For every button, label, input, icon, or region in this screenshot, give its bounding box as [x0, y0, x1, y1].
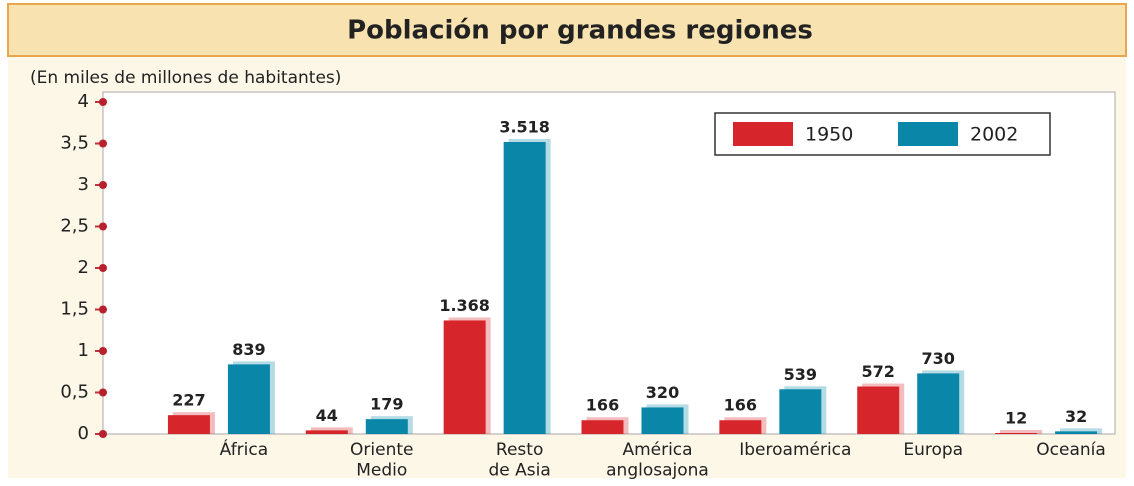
- y-tick-label: 1,5: [60, 299, 89, 320]
- value-label: 166: [586, 396, 619, 415]
- value-label: 32: [1065, 407, 1087, 426]
- bar: [305, 430, 348, 434]
- x-tick-label: Oceanía: [1036, 440, 1106, 460]
- x-tick-label: Oriente Medio: [350, 440, 413, 480]
- tick-dot: [99, 264, 107, 272]
- legend-label: 1950: [805, 124, 853, 146]
- x-tick-label: Resto de Asia: [489, 440, 551, 480]
- bar: [581, 420, 624, 434]
- bar: [365, 419, 408, 434]
- bar: [503, 142, 546, 435]
- tick-dot: [99, 305, 107, 314]
- tick-dot: [99, 347, 107, 355]
- bar: [641, 407, 684, 434]
- value-label: 1.368: [439, 296, 490, 315]
- x-tick-label: Iberoamérica: [739, 440, 851, 460]
- value-label: 179: [370, 395, 403, 414]
- value-label: 166: [724, 396, 757, 415]
- x-tick-label: África: [220, 438, 269, 460]
- bar: [857, 386, 900, 434]
- legend-label: 2002: [970, 124, 1018, 146]
- bar-shadow: [1000, 430, 1043, 434]
- y-tick-label: 2: [78, 257, 89, 278]
- value-label: 539: [784, 365, 817, 384]
- bar: [227, 364, 270, 434]
- tick-dot: [99, 388, 107, 397]
- tick-dot: [99, 139, 107, 148]
- chart-title: Población por grandes regiones: [347, 16, 813, 46]
- bar: [779, 389, 822, 434]
- bar: [995, 433, 1038, 434]
- value-label: 320: [646, 383, 679, 402]
- value-label: 730: [922, 349, 955, 368]
- value-label: 44: [316, 406, 338, 425]
- bar: [917, 373, 960, 434]
- value-label: 839: [232, 340, 265, 359]
- value-label: 12: [1005, 409, 1027, 428]
- tick-dot: [99, 181, 107, 189]
- bar-shadow: [1060, 428, 1103, 434]
- tick-dot: [99, 222, 107, 231]
- legend-swatch: [733, 122, 793, 146]
- value-label: 227: [172, 391, 205, 410]
- y-tick-label: 3,5: [60, 133, 89, 154]
- value-label: 3.518: [499, 118, 550, 137]
- bar: [167, 415, 210, 434]
- tick-dot: [99, 98, 107, 106]
- bar: [719, 420, 762, 434]
- x-tick-label: América anglosajona: [606, 440, 709, 480]
- y-tick-label: 1: [78, 340, 89, 361]
- y-tick-label: 0,5: [60, 382, 89, 403]
- value-label: 572: [862, 362, 895, 381]
- y-tick-label: 2,5: [60, 216, 89, 237]
- bar: [1055, 431, 1098, 434]
- x-tick-label: Europa: [903, 440, 963, 460]
- tick-dot: [99, 430, 107, 438]
- y-tick-label: 0: [78, 423, 89, 444]
- legend-swatch: [898, 122, 958, 146]
- bar: [443, 320, 486, 434]
- subtitle: (En miles de millones de habitantes): [30, 68, 341, 88]
- title-bar: [7, 3, 1127, 57]
- y-tick-label: 4: [78, 91, 89, 112]
- y-tick-label: 3: [78, 174, 89, 195]
